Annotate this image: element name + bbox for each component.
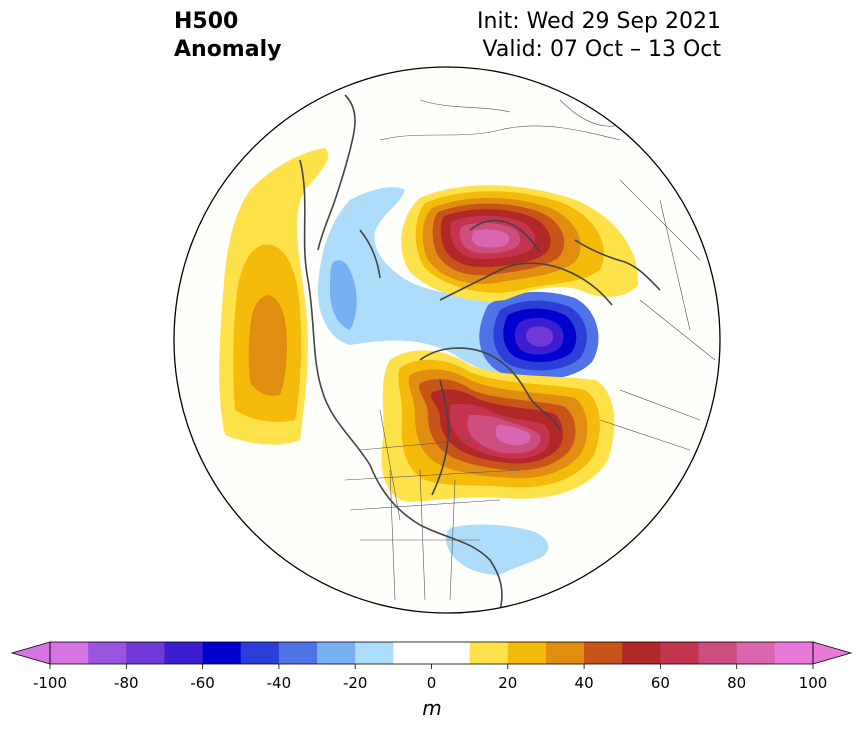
colorbar-tick-label: -40 <box>266 674 292 692</box>
colorbar-tick-label: 0 <box>426 674 437 692</box>
political-borders <box>344 99 716 601</box>
colorbar-tick-label: 20 <box>498 674 518 692</box>
colorbar-unit-label: m <box>422 696 442 720</box>
colorbar-bin <box>431 642 471 664</box>
colorbar-tick-label: 100 <box>798 674 828 692</box>
colorbar <box>10 641 853 669</box>
us-east-trough-contours <box>446 524 549 575</box>
anomaly-field <box>219 148 639 575</box>
colorbar-bin <box>698 642 738 664</box>
colorbar-bin <box>126 642 165 664</box>
valid-range: Valid: 07 Oct – 13 Oct <box>482 37 721 62</box>
colorbar-bin <box>622 642 661 664</box>
pacific-ridge-contours <box>219 148 329 445</box>
colorbar-over-arrow <box>812 641 853 665</box>
chart-title-right: Init: Wed 29 Sep 2021 Valid: 07 Oct – 13… <box>477 8 721 64</box>
colorbar-bin <box>393 642 432 664</box>
colorbar-bin <box>317 642 356 664</box>
colorbar-tick-label: 80 <box>727 674 747 692</box>
title-type: Anomaly <box>174 37 282 62</box>
coastlines <box>299 94 661 611</box>
colorbar-bin <box>736 642 776 664</box>
colorbar-tick-label: 60 <box>650 674 670 692</box>
chart-title-left: H500 Anomaly <box>174 8 281 64</box>
colorbar-tick-label: -80 <box>114 674 139 692</box>
init-date: Init: Wed 29 Sep 2021 <box>477 9 721 34</box>
colorbar-tick-label: -20 <box>342 674 368 692</box>
colorbar-bin <box>584 642 623 664</box>
colorbar-tick-label: -60 <box>190 674 215 692</box>
colorbar-bin <box>469 642 509 664</box>
canada-ridge-contours <box>381 350 615 502</box>
colorbar-tick-label: -100 <box>32 674 68 692</box>
colorbar-bin <box>507 642 547 664</box>
colorbar-bin <box>545 642 585 664</box>
colorbar-bin <box>278 642 318 664</box>
colorbar-bin <box>164 642 204 664</box>
colorbar-bin <box>660 642 700 664</box>
colorbar-bin <box>774 642 814 664</box>
title-variable: H500 <box>174 9 239 34</box>
colorbar-bin <box>88 642 127 664</box>
colorbar-bin <box>202 642 242 664</box>
colorbar-bin <box>240 642 280 664</box>
colorbar-bin <box>50 642 89 664</box>
colorbar-bin <box>355 642 394 664</box>
colorbar-tick-label: 40 <box>574 674 594 692</box>
colorbar-under-arrow <box>10 641 51 665</box>
polar-map <box>173 66 721 614</box>
barents-trough-contours <box>479 291 599 381</box>
map-boundary <box>173 66 721 614</box>
